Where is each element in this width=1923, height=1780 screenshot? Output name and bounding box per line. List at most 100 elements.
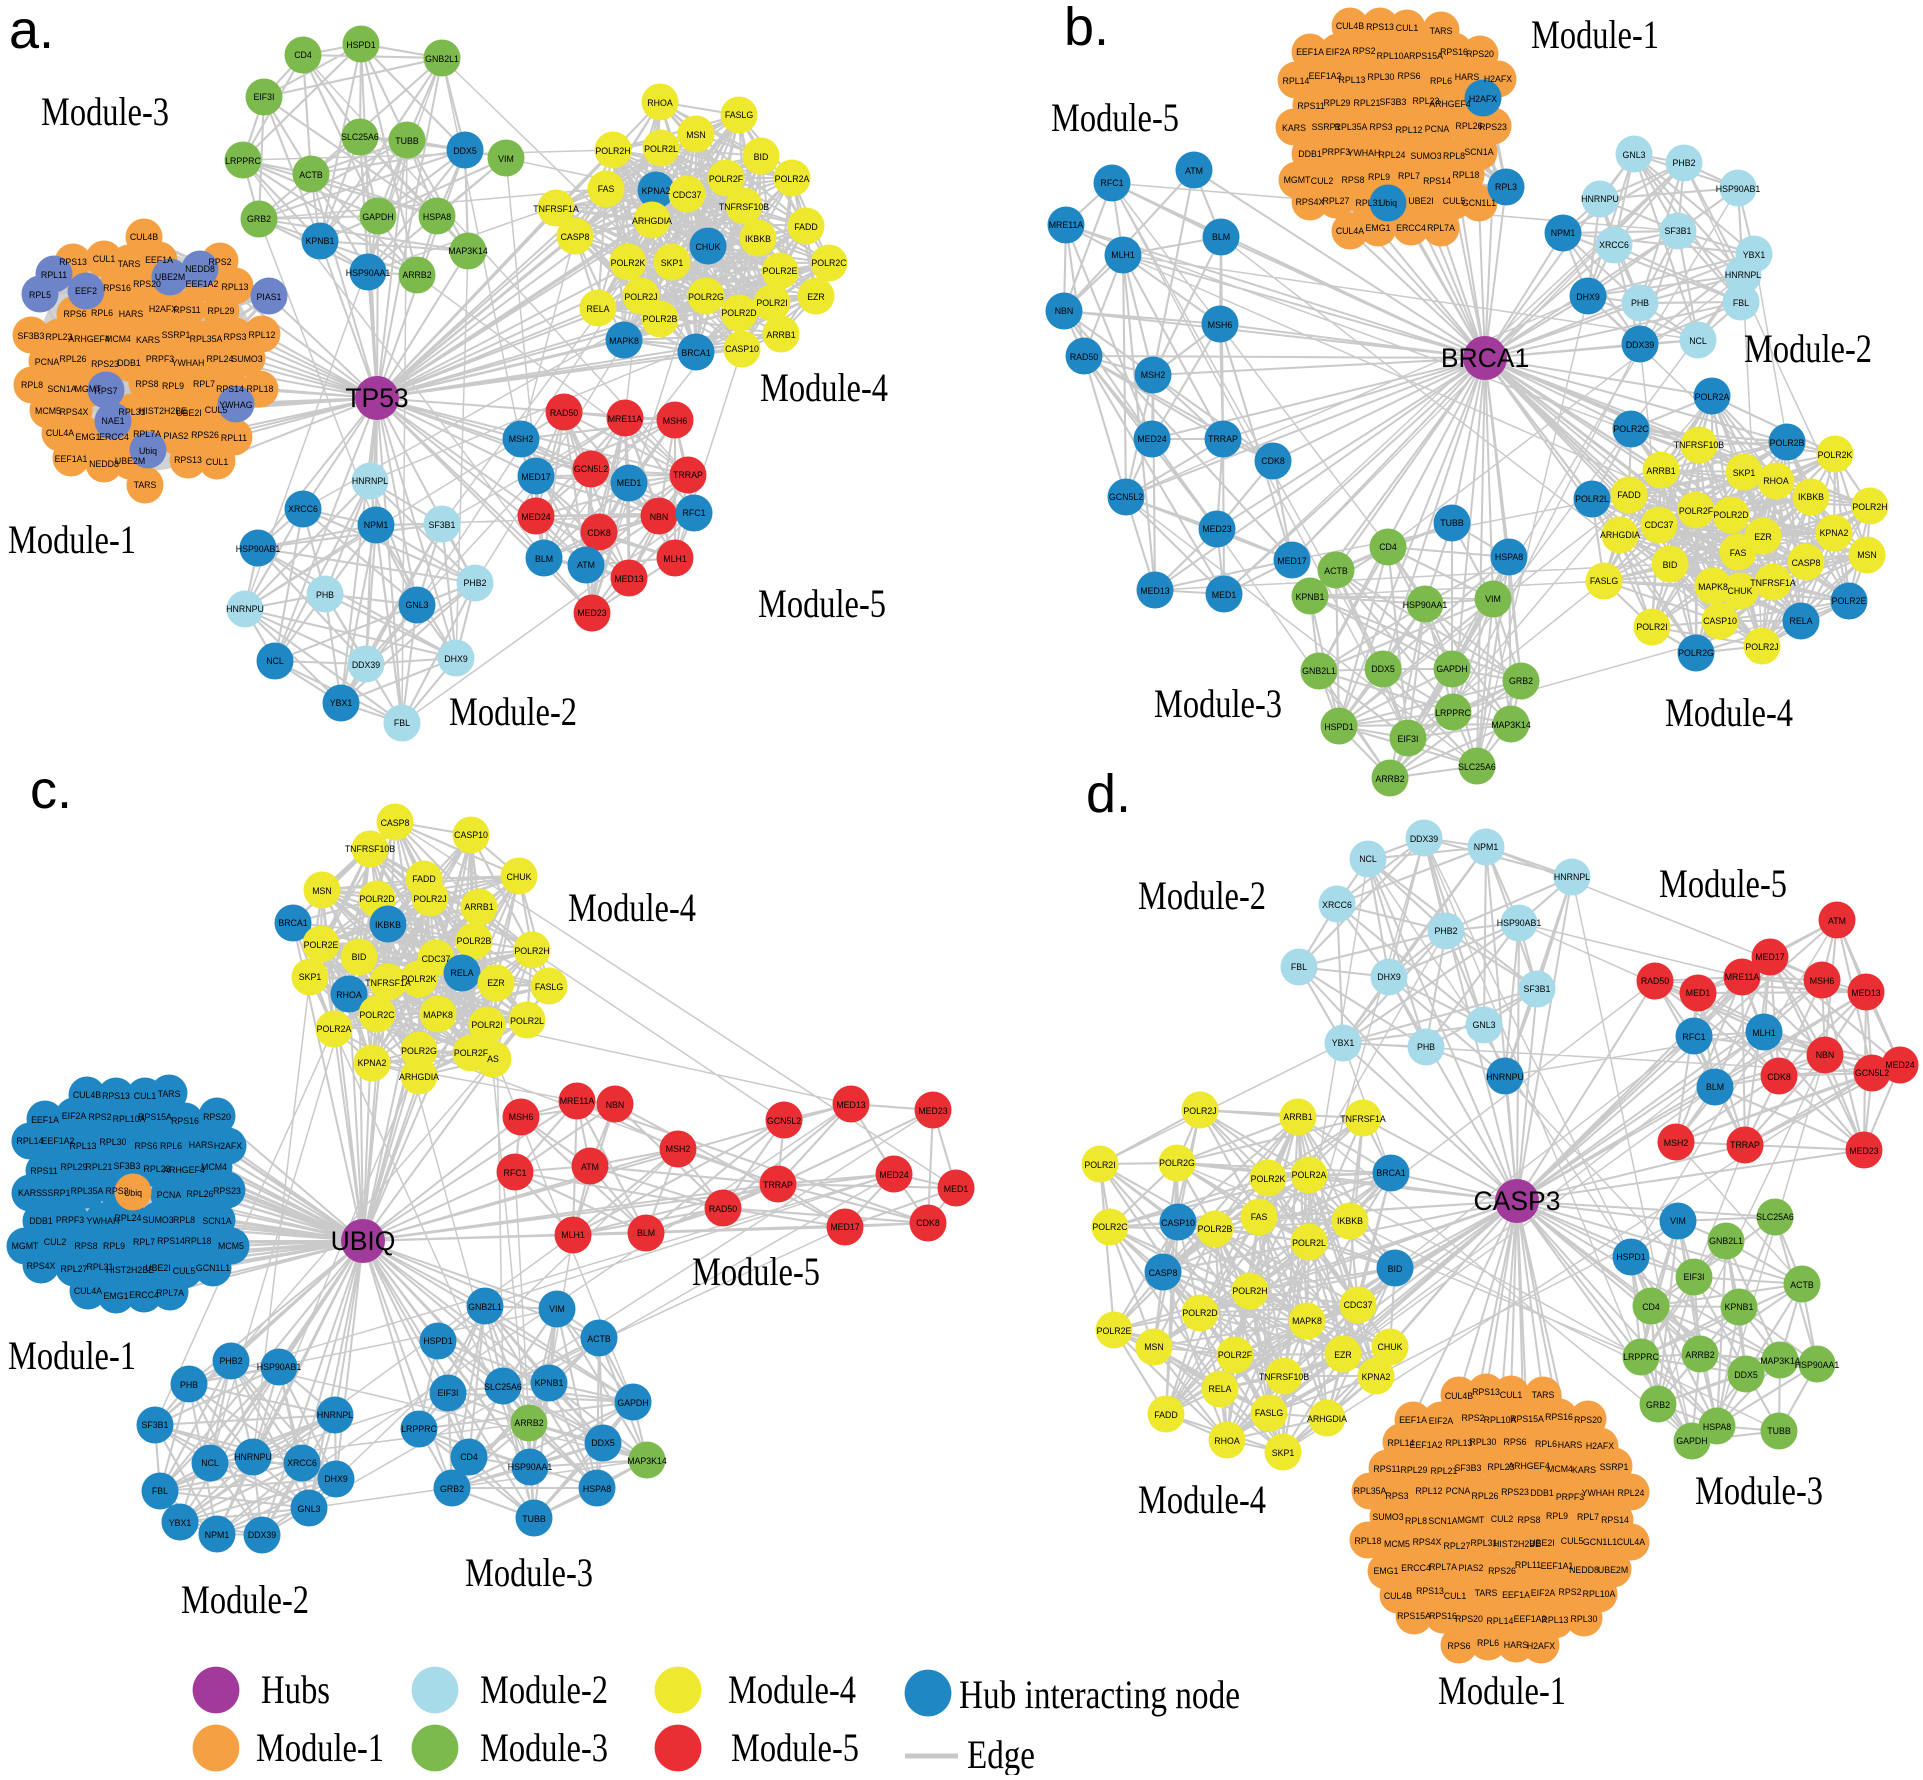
svg-text:MSH2: MSH2 xyxy=(1141,370,1166,380)
svg-text:MED17: MED17 xyxy=(830,1222,859,1232)
svg-text:RFC1: RFC1 xyxy=(683,508,706,518)
svg-text:RPS20: RPS20 xyxy=(1574,1415,1602,1425)
svg-text:EEF1A: EEF1A xyxy=(145,255,173,265)
svg-text:KPNB1: KPNB1 xyxy=(535,1378,564,1388)
svg-text:SSRP1: SSRP1 xyxy=(162,330,191,340)
svg-text:Module-4: Module-4 xyxy=(728,1667,856,1712)
svg-text:SLC25A6: SLC25A6 xyxy=(1756,1212,1794,1222)
svg-text:MED24: MED24 xyxy=(1885,1060,1914,1070)
svg-text:RPS3: RPS3 xyxy=(1386,1491,1409,1501)
svg-text:ARHGDIA: ARHGDIA xyxy=(1307,1414,1347,1424)
svg-text:HSPA8: HSPA8 xyxy=(583,1484,611,1494)
svg-text:EMG1: EMG1 xyxy=(104,1291,129,1301)
svg-text:SSRP1: SSRP1 xyxy=(1312,122,1341,132)
svg-text:SUMO3: SUMO3 xyxy=(231,354,262,364)
svg-text:Module-2: Module-2 xyxy=(480,1667,608,1712)
svg-text:EMG1: EMG1 xyxy=(1366,223,1391,233)
svg-text:RPL30: RPL30 xyxy=(1368,72,1395,82)
svg-text:TNFRSF1A: TNFRSF1A xyxy=(1750,578,1796,588)
svg-text:MED1: MED1 xyxy=(1686,988,1711,998)
svg-text:MSN: MSN xyxy=(1144,1342,1164,1352)
svg-text:ATM: ATM xyxy=(1185,166,1203,176)
svg-text:POLR2J: POLR2J xyxy=(1745,642,1778,652)
svg-text:CDC37: CDC37 xyxy=(673,190,702,200)
svg-text:TNFRSF1A: TNFRSF1A xyxy=(365,978,411,988)
svg-text:SSRP1: SSRP1 xyxy=(42,1188,71,1198)
svg-text:SLC25A6: SLC25A6 xyxy=(484,1382,522,1392)
svg-text:RPS2: RPS2 xyxy=(209,257,232,267)
svg-text:RPS6: RPS6 xyxy=(1398,71,1421,81)
svg-text:c.: c. xyxy=(30,760,72,820)
svg-text:EEF1A: EEF1A xyxy=(1502,1590,1530,1600)
svg-text:SKP1: SKP1 xyxy=(1272,1448,1295,1458)
svg-text:DDX39: DDX39 xyxy=(1626,340,1654,350)
svg-text:POLR2F: POLR2F xyxy=(709,174,744,184)
svg-text:RAD50: RAD50 xyxy=(1641,976,1669,986)
svg-text:RPL23: RPL23 xyxy=(1488,1462,1515,1472)
svg-text:EEF1A2: EEF1A2 xyxy=(186,279,219,289)
svg-text:POLR2E: POLR2E xyxy=(1832,596,1867,606)
svg-text:RELA: RELA xyxy=(451,968,474,978)
svg-text:POLR2D: POLR2D xyxy=(359,894,394,904)
svg-text:CUL1: CUL1 xyxy=(206,457,229,467)
svg-text:TARS: TARS xyxy=(134,480,157,490)
svg-text:RPS14: RPS14 xyxy=(1601,1515,1629,1525)
svg-text:TNFRSF10B: TNFRSF10B xyxy=(1674,440,1724,450)
svg-text:PHB: PHB xyxy=(1417,1042,1435,1052)
svg-text:CD4: CD4 xyxy=(1379,542,1397,552)
svg-text:MGMT: MGMT xyxy=(1284,175,1311,185)
svg-text:CDC37: CDC37 xyxy=(422,954,451,964)
svg-text:RPL24: RPL24 xyxy=(1379,150,1406,160)
svg-text:SCN1A: SCN1A xyxy=(1428,1516,1457,1526)
svg-text:RHOA: RHOA xyxy=(1763,476,1789,486)
svg-text:EMG1: EMG1 xyxy=(76,432,101,442)
svg-text:RPL31: RPL31 xyxy=(87,1262,114,1272)
svg-text:RPS4X: RPS4X xyxy=(27,1261,56,1271)
svg-text:RPL35A: RPL35A xyxy=(71,1186,104,1196)
svg-text:CASP8: CASP8 xyxy=(1149,1268,1178,1278)
svg-text:VIM: VIM xyxy=(1485,594,1501,604)
svg-text:CUL1: CUL1 xyxy=(93,254,116,264)
svg-text:RPS2: RPS2 xyxy=(1353,46,1376,56)
svg-text:FASLG: FASLG xyxy=(1590,576,1619,586)
svg-text:YBX1: YBX1 xyxy=(1332,1038,1355,1048)
svg-text:ARRB2: ARRB2 xyxy=(1375,774,1404,784)
svg-text:POLR2K: POLR2K xyxy=(1251,1174,1286,1184)
svg-text:RPS6: RPS6 xyxy=(1448,1641,1471,1651)
svg-text:MLH1: MLH1 xyxy=(663,554,687,564)
svg-text:CDK8: CDK8 xyxy=(1767,1072,1791,1082)
svg-text:NEDD8: NEDD8 xyxy=(89,459,119,469)
svg-text:PHB2: PHB2 xyxy=(220,1356,243,1366)
svg-text:RPL29: RPL29 xyxy=(61,1162,88,1172)
svg-text:UBE2M: UBE2M xyxy=(1598,1565,1628,1575)
svg-text:MSH6: MSH6 xyxy=(509,1112,534,1122)
svg-text:SLC25A6: SLC25A6 xyxy=(341,132,379,142)
svg-text:RPL6: RPL6 xyxy=(1430,76,1452,86)
svg-text:RPL29: RPL29 xyxy=(1401,1465,1428,1475)
svg-text:RPS3: RPS3 xyxy=(224,332,247,342)
svg-text:GNB2L1: GNB2L1 xyxy=(468,1302,502,1312)
svg-text:PHB: PHB xyxy=(180,1380,198,1390)
svg-text:MED24: MED24 xyxy=(521,512,550,522)
svg-text:LRPPRC: LRPPRC xyxy=(401,1424,437,1434)
svg-text:IKBKB: IKBKB xyxy=(1798,492,1824,502)
svg-text:YWHAH: YWHAH xyxy=(1582,1488,1615,1498)
svg-text:PHB2: PHB2 xyxy=(464,578,487,588)
svg-text:HSP90AB1: HSP90AB1 xyxy=(257,1362,302,1372)
svg-text:Hub interacting node: Hub interacting node xyxy=(959,1672,1240,1717)
svg-text:RELA: RELA xyxy=(1209,1384,1232,1394)
svg-text:RPS2: RPS2 xyxy=(1559,1587,1582,1597)
svg-text:MAPK8: MAPK8 xyxy=(609,336,639,346)
svg-text:Module-1: Module-1 xyxy=(8,1333,136,1378)
svg-text:RPL14: RPL14 xyxy=(1283,76,1310,86)
svg-text:RPL8: RPL8 xyxy=(173,1215,195,1225)
svg-text:RPS13: RPS13 xyxy=(1416,1586,1444,1596)
svg-text:MSH6: MSH6 xyxy=(1208,320,1233,330)
svg-text:PIAS2: PIAS2 xyxy=(1459,1563,1484,1573)
svg-text:RPS11: RPS11 xyxy=(1373,1464,1400,1474)
svg-text:RPS15A: RPS15A xyxy=(1397,1611,1431,1621)
svg-text:CUL1: CUL1 xyxy=(1396,23,1419,33)
svg-text:DDX39: DDX39 xyxy=(352,660,380,670)
svg-text:ARHGEF4: ARHGEF4 xyxy=(1429,99,1471,109)
svg-text:ATM: ATM xyxy=(581,1162,599,1172)
